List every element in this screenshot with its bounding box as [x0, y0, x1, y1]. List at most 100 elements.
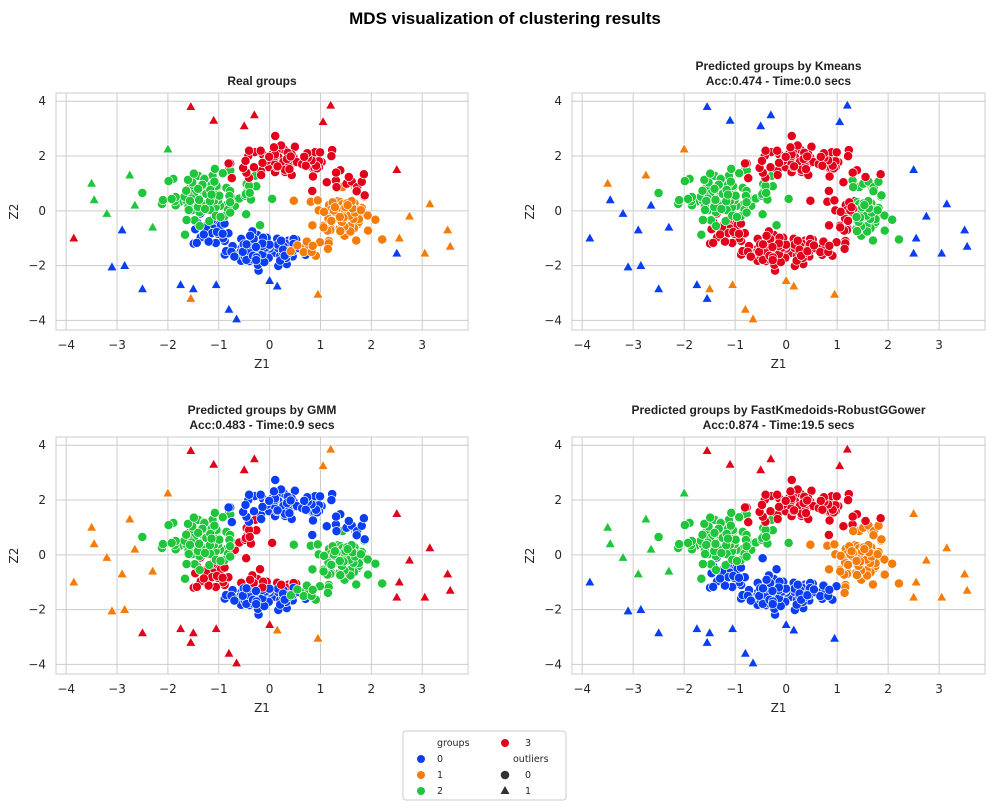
outlier-point	[238, 120, 250, 130]
data-point	[674, 195, 685, 206]
data-point	[705, 168, 716, 179]
y-tick-label: −4	[28, 313, 46, 327]
outlier-point	[312, 288, 324, 299]
data-point	[318, 222, 329, 233]
data-point	[358, 169, 369, 180]
data-point	[200, 548, 211, 558]
data-point	[322, 243, 333, 254]
outlier-point	[834, 115, 846, 126]
data-point	[191, 581, 202, 592]
data-point	[358, 513, 369, 524]
data-point	[321, 521, 332, 532]
outlier-point	[727, 278, 739, 289]
data-point	[377, 578, 388, 589]
legend-group-marker	[416, 786, 426, 796]
x-tick-label: −3	[108, 682, 126, 696]
outlier-point	[68, 576, 80, 587]
x-tick-label: −1	[726, 338, 744, 352]
outlier-point	[788, 624, 800, 635]
data-point	[808, 240, 819, 251]
outlier-point	[119, 259, 131, 270]
data-point	[741, 197, 752, 208]
outlier-point	[391, 591, 403, 602]
data-point	[726, 507, 737, 518]
x-tick-label: −2	[159, 682, 177, 696]
outlier-point	[920, 210, 932, 221]
x-tick-label: 1	[317, 682, 325, 696]
outlier-point	[101, 207, 113, 218]
data-point	[299, 151, 310, 162]
points-layer	[584, 99, 973, 323]
data-point	[802, 246, 813, 257]
data-point	[272, 505, 283, 516]
outlier-point	[727, 622, 739, 633]
data-point	[758, 239, 768, 250]
outlier-point	[404, 554, 415, 565]
outlier-point	[701, 100, 713, 111]
data-point	[875, 169, 886, 180]
data-point	[225, 207, 236, 218]
data-point	[308, 171, 318, 182]
x-tick-label: 0	[782, 682, 790, 696]
data-point	[351, 186, 362, 197]
data-point	[204, 560, 215, 571]
outlier-point	[137, 283, 148, 293]
outlier-point	[765, 453, 777, 463]
outlier-point	[312, 632, 324, 643]
data-point	[887, 214, 898, 225]
data-point	[244, 489, 255, 500]
data-point	[370, 558, 381, 569]
data-point	[701, 195, 712, 206]
data-point	[299, 495, 310, 506]
data-point	[203, 580, 214, 591]
data-point	[808, 584, 819, 595]
data-point	[740, 158, 750, 169]
data-point	[315, 491, 326, 502]
outlier-point	[248, 453, 260, 463]
data-point	[241, 239, 252, 250]
data-point	[800, 164, 811, 175]
y-tick-label: 2	[38, 493, 46, 507]
data-point	[245, 574, 256, 585]
legend-group-marker	[416, 754, 426, 764]
data-point	[682, 194, 693, 204]
outlier-point	[602, 521, 614, 532]
data-point	[860, 516, 871, 526]
data-point	[183, 174, 193, 185]
legend-label: outliers	[513, 754, 549, 765]
figure-title: MDS visualization of clustering results	[349, 9, 661, 28]
outlier-point	[419, 247, 431, 258]
outlier-point	[187, 283, 199, 293]
x-tick-label: −1	[210, 338, 228, 352]
data-point	[249, 162, 259, 173]
data-point	[761, 531, 772, 542]
outlier-point	[271, 624, 283, 635]
data-point	[264, 151, 275, 162]
data-point	[163, 520, 174, 531]
data-point	[326, 559, 337, 570]
data-point	[815, 495, 826, 506]
data-point	[193, 527, 204, 538]
data-point	[879, 225, 890, 236]
data-point	[362, 554, 373, 565]
data-point	[780, 495, 791, 506]
outlier-point	[187, 627, 199, 637]
scatter-panel-0: −4 −3 −2 −1 0 1 2 3 −4 −2 0 2 4 Z1 Z2 Real groups	[7, 74, 469, 371]
y-axis-label: Z2	[523, 548, 537, 564]
outlier-point	[584, 576, 596, 587]
outlier-point	[231, 657, 243, 667]
outlier-point	[210, 278, 222, 289]
data-point	[761, 230, 772, 241]
data-point	[708, 237, 719, 248]
data-point	[343, 172, 354, 182]
panel-title: Acc:0.474 - Time:0.0 secs	[706, 74, 852, 88]
data-point	[229, 251, 240, 262]
data-point	[757, 155, 767, 166]
data-point	[355, 205, 366, 216]
data-point	[321, 177, 332, 188]
data-point	[209, 163, 220, 174]
outlier-point	[238, 464, 250, 474]
outlier-point	[841, 99, 853, 110]
data-point	[716, 548, 727, 558]
outlier-point	[325, 99, 337, 110]
